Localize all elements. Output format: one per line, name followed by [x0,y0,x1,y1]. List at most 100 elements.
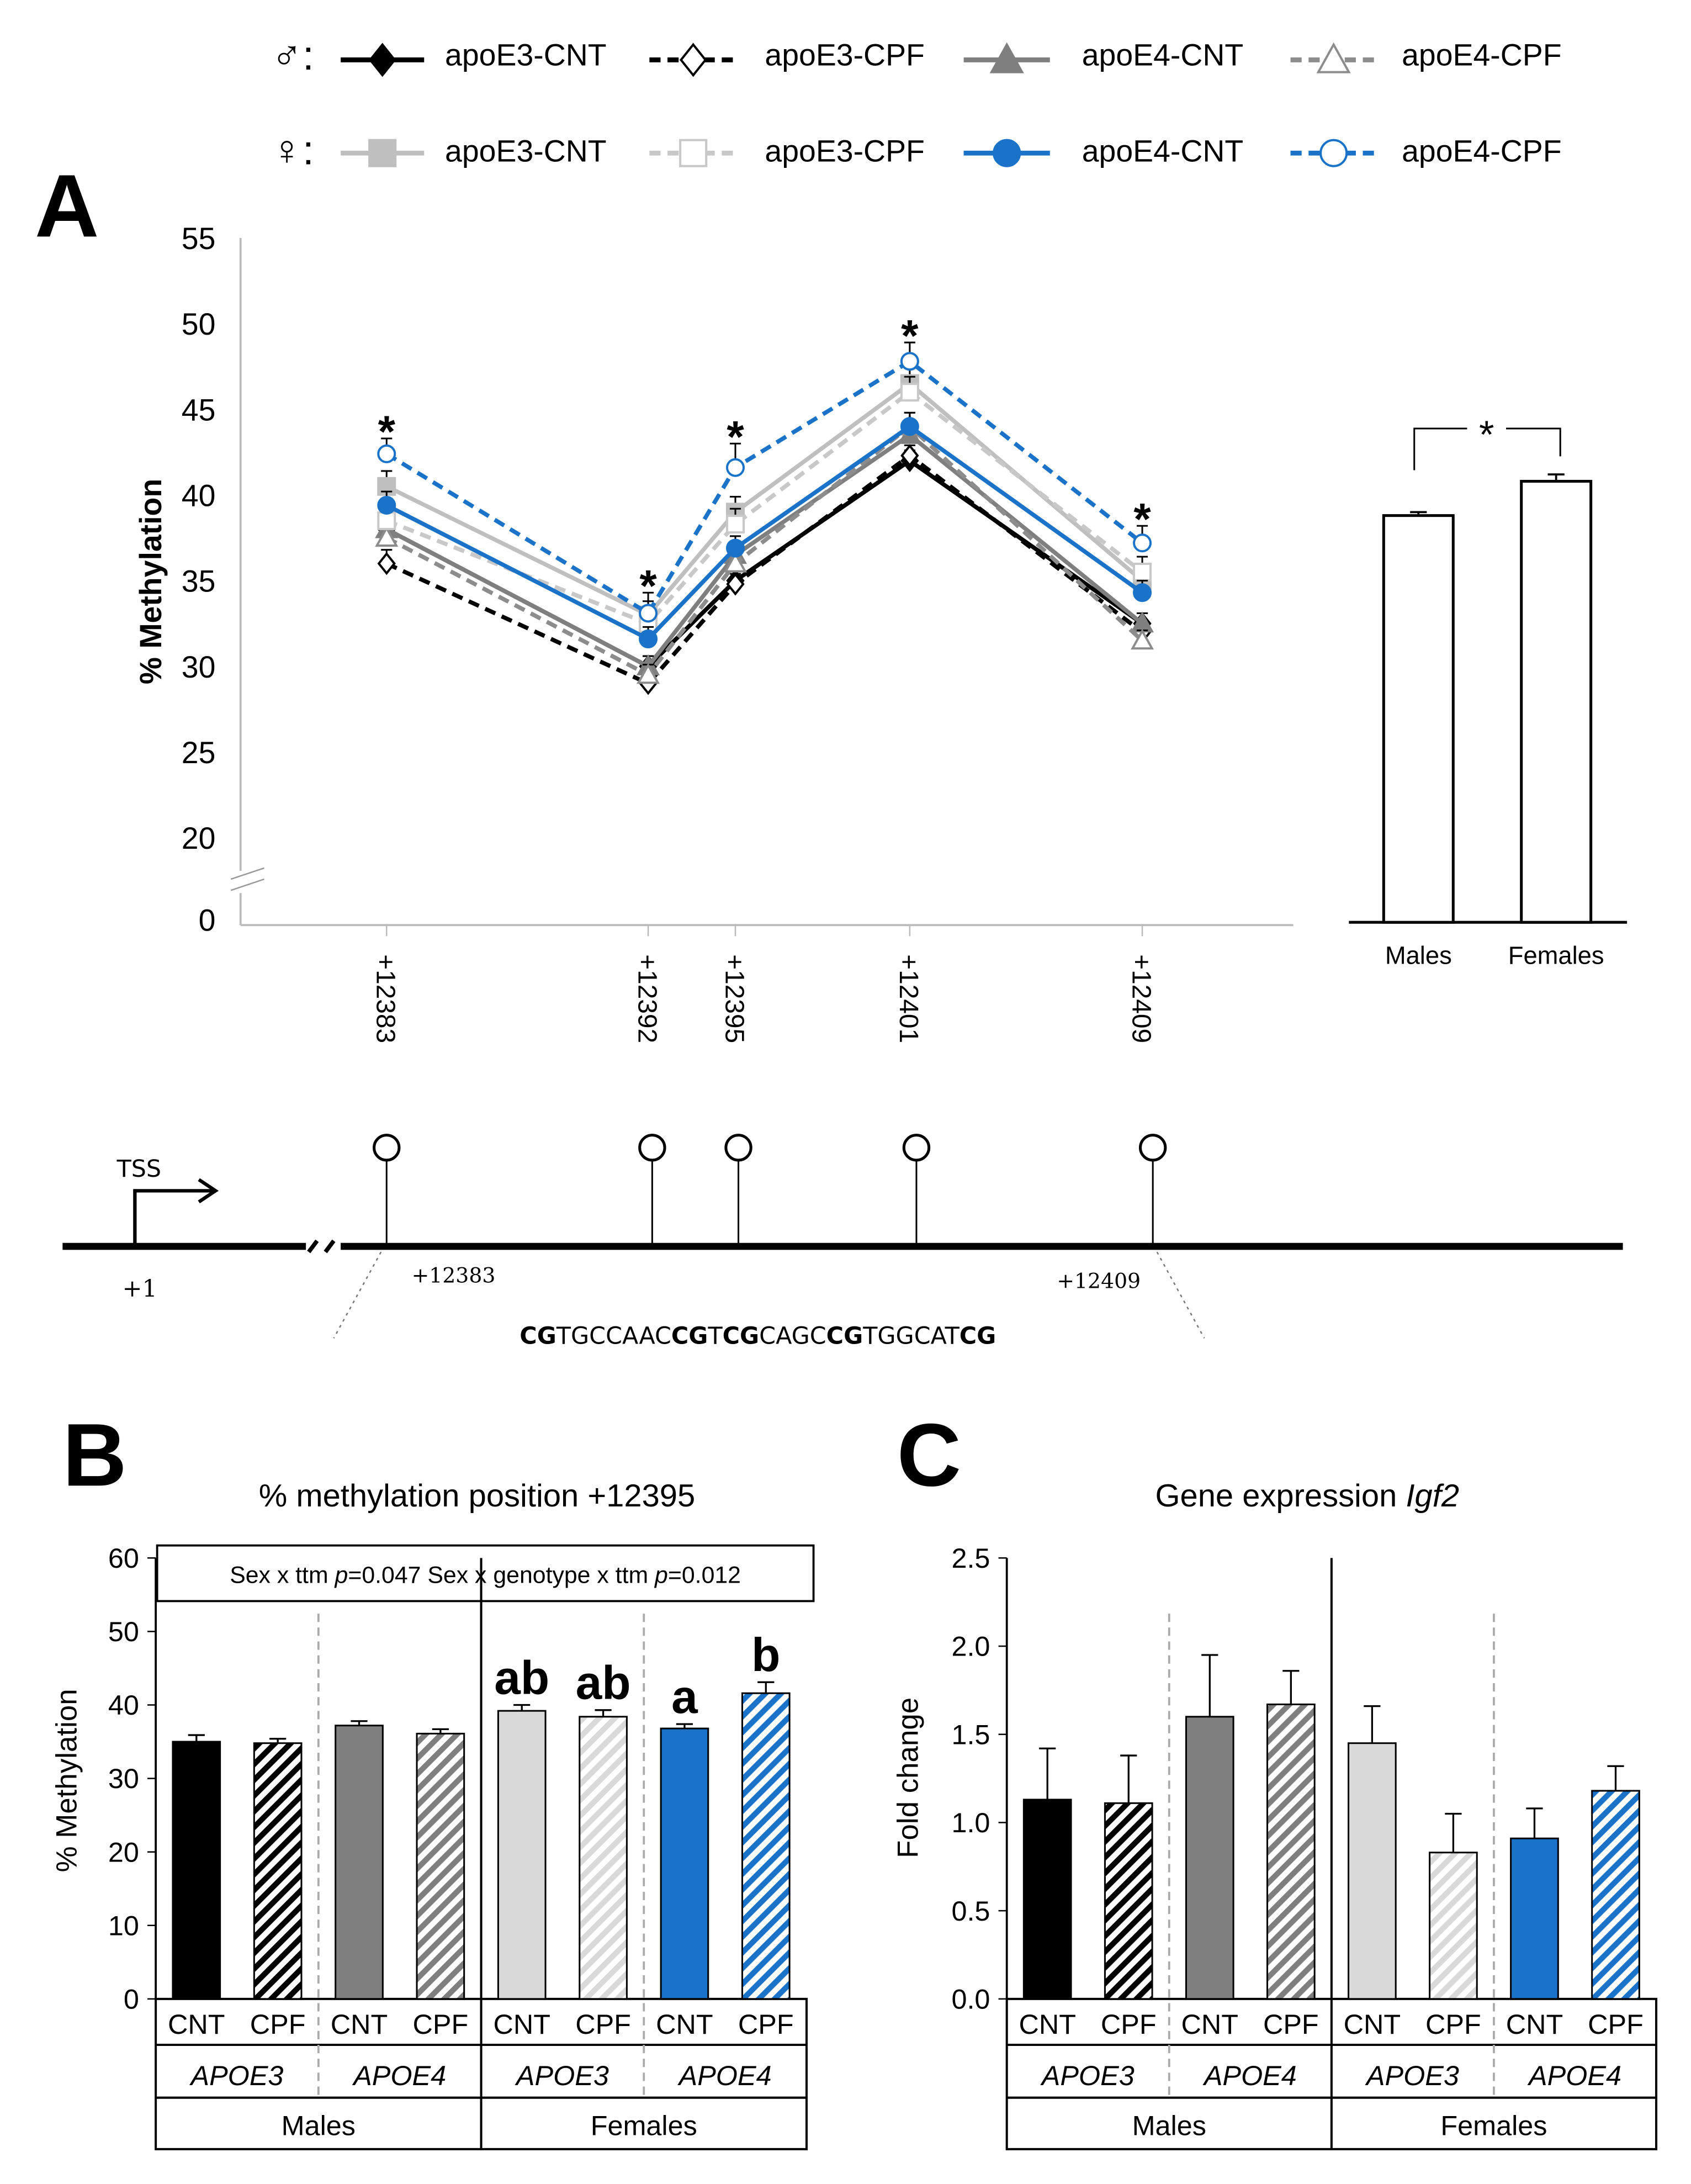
y-tick-label: 40 [182,479,216,513]
line-chart: % Methylation 55504540353025200+12383*+1… [134,221,1294,1043]
sequence-segment: CG [671,1322,708,1350]
treatment-label: CNT [656,2008,713,2040]
treatment-label: CPF [738,2008,794,2040]
zoom-guide [333,1251,382,1339]
y-tick-label: 0 [199,903,216,937]
error-bar [676,1723,693,1729]
treatment-label: CNT [1344,2008,1401,2040]
treatment-label: CPF [575,2008,631,2040]
circle-marker [725,458,745,477]
expression-bar-chart: Gene expression Igf2 Fold change 0.0 0.5 1… [892,1478,1658,2150]
square-marker [1133,563,1152,582]
square-marker [725,515,745,534]
circle-marker [900,352,919,371]
y-tick-label: 1.5 [951,1718,990,1750]
bar [1348,1742,1397,2000]
break-mark [307,1239,319,1254]
error-bar [269,1738,287,1743]
methylation-bar-chart: % methylation position +12395 Sex x ttm … [51,1478,815,2150]
category-label: Males [1385,942,1452,970]
y-tick-label: 0.0 [951,1983,990,2014]
genotype-label: APOE4 [1202,2060,1297,2091]
x-tick-label: +12401 [894,954,923,1043]
y-tick-label: 20 [108,1836,139,1868]
treatment-label: CPF [1263,2008,1319,2040]
series-apoe4-cpf [375,411,1154,684]
legend-label: apoE3-CNT [445,38,607,72]
genotype-label: APOE3 [515,2060,609,2091]
cpg-site-lollipop [373,1134,401,1162]
y-tick-label: 2.5 [951,1542,990,1574]
bar [1591,1790,1640,2000]
sex-label: Females [1440,2110,1547,2141]
sequence-segment: TGCCAAC [556,1322,671,1350]
tss-arrow-icon [133,1178,219,1247]
y-tick-label: 30 [182,650,216,684]
significance-letter: ab [576,1657,631,1710]
panel-label-a: A [35,156,99,256]
y-tick-label: 0 [124,1983,139,2014]
diamond-marker [900,444,919,467]
chart-title: Gene expression Igf2 [1155,1478,1459,1514]
start-label: +1 [123,1275,157,1303]
legend-label: apoE4-CNT [1082,38,1244,72]
triangle-marker [375,526,399,547]
female-symbol: ♀: [271,127,314,173]
y-tick-label: 50 [182,307,216,341]
genotype-label: APOE4 [352,2060,446,2091]
error-bar [1120,1754,1137,1804]
treatment-label: CNT [1506,2008,1563,2040]
triangle-marker [723,551,748,573]
stats-box [156,1544,815,1603]
category-table [1005,1558,1658,2150]
triangle-marker [1316,42,1351,73]
treatment-label: CPF [1425,2008,1481,2040]
cpg-site-lollipop [724,1134,752,1162]
bar [416,1732,465,2000]
treatment-label: CPF [250,2008,306,2040]
y-axis-label: % Methylation [134,479,168,684]
bar [335,1725,384,2000]
legend-label: apoE3-CPF [765,134,924,168]
sequence-segment: CG [723,1322,760,1350]
legend-label: apoE3-CPF [765,38,924,72]
error-bar [1039,1747,1056,1800]
error-bar [1445,1812,1462,1853]
y-tick-label: 1.0 [951,1807,990,1838]
y-tick-label: 60 [108,1542,139,1574]
bar [1266,1703,1316,2000]
diamond-marker [679,43,707,77]
x-tick-label: +12392 [632,954,661,1043]
sequence-segment: T [707,1322,723,1350]
y-axis-label: Fold change [892,1698,924,1858]
error-bar [1364,1705,1381,1743]
circle-marker [1133,533,1152,553]
y-tick-label: 50 [108,1616,139,1647]
diamond-marker [377,552,396,575]
circle-marker [993,139,1021,167]
error-bar [1410,511,1427,516]
sex-label: Males [1132,2110,1206,2141]
category-table [155,1558,808,2150]
chart-title: % methylation position +12395 [259,1478,696,1514]
circle-marker [725,538,745,558]
bar [1185,1716,1234,2000]
treatment-label: CNT [1019,2008,1075,2040]
sequence-segment: CG [826,1322,863,1350]
genotype-label: APOE4 [677,2060,772,2091]
treatment-label: CPF [1588,2008,1644,2040]
treatment-label: CPF [412,2008,468,2040]
genotype-label: APOE3 [1365,2060,1459,2091]
series-line [385,389,1144,626]
error-bar [1607,1765,1624,1791]
square-marker [368,139,397,167]
significance-letter: a [671,1670,698,1723]
y-tick-label: 10 [108,1910,139,1941]
legend-label: apoE4-CPF [1402,38,1561,72]
legend-label: apoE4-CNT [1082,134,1244,168]
significance-bracket [1413,427,1561,470]
y-tick-label: 0.5 [951,1895,990,1927]
square-marker [377,511,396,530]
error-bar [513,1704,531,1711]
square-marker [679,139,708,167]
